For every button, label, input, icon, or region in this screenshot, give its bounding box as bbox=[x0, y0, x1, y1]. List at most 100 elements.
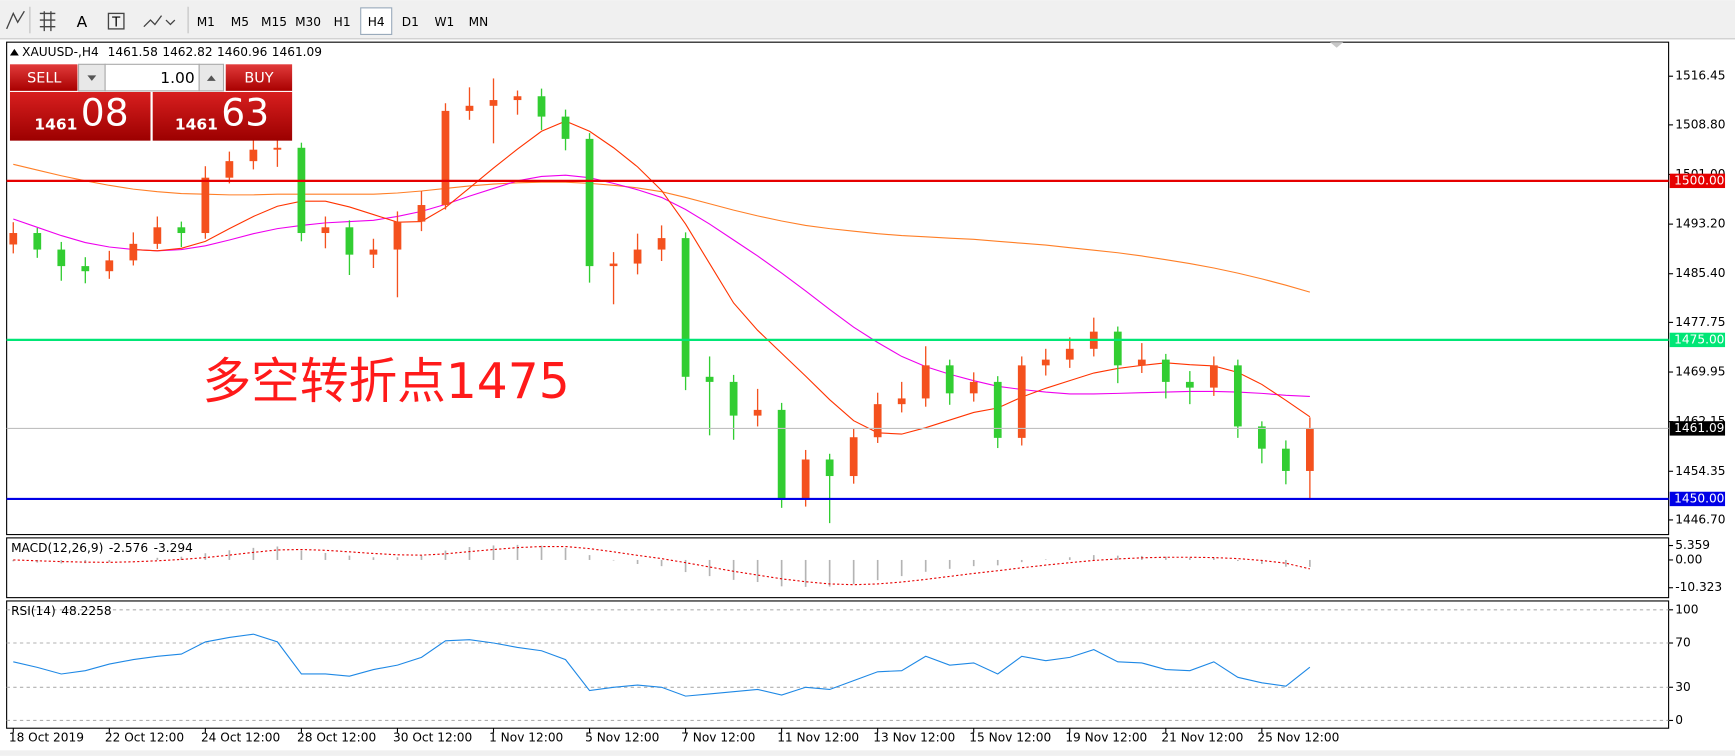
candle-body bbox=[1065, 348, 1074, 360]
timeframe-button[interactable]: D1 bbox=[402, 15, 419, 29]
candle-body bbox=[393, 221, 402, 250]
candle-body bbox=[297, 147, 306, 234]
candle-body bbox=[1161, 359, 1170, 382]
candle-body bbox=[33, 233, 42, 250]
y-tick-label: 5.359 bbox=[1675, 538, 1710, 552]
candle-body bbox=[777, 409, 786, 499]
candle-body bbox=[1017, 365, 1026, 438]
timeframe-button[interactable]: H1 bbox=[334, 15, 351, 29]
lot-down-arrow bbox=[87, 75, 97, 81]
candle-body bbox=[321, 227, 330, 234]
x-tick-label: 22 Oct 12:00 bbox=[105, 731, 184, 745]
candle-body bbox=[1281, 448, 1290, 471]
candle-body bbox=[1041, 359, 1050, 366]
timeframe-active bbox=[360, 7, 393, 35]
candle-body bbox=[441, 110, 450, 206]
candle-body bbox=[9, 233, 18, 245]
y-tick-label: 1493.20 bbox=[1675, 217, 1725, 231]
toolbar bbox=[0, 0, 1735, 39]
trade-panel: SELL 1.00 BUY 1461 08 1461 63 bbox=[9, 63, 293, 141]
macd-value: -2.576 bbox=[109, 540, 148, 554]
text-label-icon bbox=[107, 12, 125, 30]
x-tick-label: 30 Oct 12:00 bbox=[393, 731, 472, 745]
candle-body bbox=[489, 100, 498, 106]
candle-body bbox=[1233, 365, 1242, 427]
candle-body bbox=[1185, 381, 1194, 388]
bid-pips[interactable]: 08 bbox=[81, 91, 129, 135]
x-tick-label: 18 Oct 2019 bbox=[9, 731, 84, 745]
macd-name: MACD(12,26,9) bbox=[11, 540, 103, 554]
candle-body bbox=[657, 238, 666, 250]
candle-body bbox=[1209, 365, 1218, 388]
candle-body bbox=[273, 147, 282, 150]
x-tick-label: 28 Oct 12:00 bbox=[297, 731, 376, 745]
candle-body bbox=[1306, 428, 1314, 471]
candle-body bbox=[1137, 359, 1146, 366]
timeframe-button[interactable]: M5 bbox=[231, 15, 249, 29]
lot-value[interactable]: 1.00 bbox=[160, 69, 194, 87]
bid-box[interactable] bbox=[9, 91, 151, 141]
toolbar-icons bbox=[6, 6, 189, 34]
candle-body bbox=[849, 437, 858, 477]
candle-body bbox=[801, 459, 810, 499]
tab-strip bbox=[0, 750, 1735, 756]
x-tick-label: 5 Nov 12:00 bbox=[585, 731, 659, 745]
level-label-bg bbox=[1669, 332, 1726, 348]
sell-button[interactable] bbox=[9, 64, 78, 91]
text-label-tool[interactable]: T bbox=[111, 15, 121, 30]
lot-up-arrow bbox=[206, 75, 216, 81]
x-tick-label: 25 Nov 12:00 bbox=[1257, 731, 1339, 745]
symbol: XAUUSD-,H4 bbox=[22, 45, 99, 59]
candle-body bbox=[681, 238, 690, 377]
lot-input[interactable] bbox=[104, 63, 200, 92]
close-readout: 1461.09 bbox=[272, 45, 322, 59]
bid-figure[interactable]: 1461 bbox=[34, 116, 77, 134]
rsi-value: 48.2258 bbox=[61, 603, 111, 617]
timeframe-button[interactable]: M1 bbox=[197, 15, 215, 29]
timeframe-button[interactable]: H4 bbox=[368, 15, 385, 29]
candle-body bbox=[705, 376, 714, 382]
rsi-name: RSI(14) bbox=[11, 603, 56, 617]
text-tool[interactable]: A bbox=[77, 13, 88, 31]
candle-body bbox=[129, 243, 138, 261]
candle-body bbox=[969, 381, 978, 394]
x-tick-label: 1 Nov 12:00 bbox=[489, 731, 563, 745]
chart-window bbox=[0, 39, 1735, 756]
x-tick-label: 24 Oct 12:00 bbox=[201, 731, 280, 745]
buy-label[interactable]: BUY bbox=[244, 71, 273, 87]
timeframe-button[interactable]: MN bbox=[469, 15, 489, 29]
y-tick-label: 0 bbox=[1675, 713, 1683, 727]
y-tick-label: 0.00 bbox=[1675, 552, 1702, 566]
collapse-triangle bbox=[9, 48, 19, 56]
y-tick-label: 1446.70 bbox=[1675, 512, 1725, 526]
x-tick-label: 21 Nov 12:00 bbox=[1161, 731, 1243, 745]
x-tick-label: 7 Nov 12:00 bbox=[681, 731, 755, 745]
candle-body bbox=[249, 149, 258, 162]
shift-marker bbox=[1330, 42, 1344, 48]
y-tick-label: 30 bbox=[1675, 680, 1690, 694]
rsi-line bbox=[13, 633, 1311, 697]
ask-box[interactable] bbox=[152, 91, 293, 141]
candle-body bbox=[897, 398, 906, 405]
timeframe-button[interactable]: M30 bbox=[295, 15, 321, 29]
buy-button[interactable] bbox=[225, 64, 293, 91]
level-label: 1450.00 bbox=[1674, 491, 1724, 505]
level-label: 1500.00 bbox=[1674, 173, 1724, 187]
timeframe-button[interactable]: W1 bbox=[434, 15, 454, 29]
ask-figure[interactable]: 1461 bbox=[175, 116, 218, 134]
candle-body bbox=[729, 381, 738, 416]
timeframe-button[interactable]: M15 bbox=[261, 15, 287, 29]
price-panel bbox=[6, 41, 1670, 536]
high-readout: 1462.82 bbox=[162, 45, 212, 59]
chart-icon bbox=[6, 10, 25, 30]
ask-pips[interactable]: 63 bbox=[221, 91, 269, 135]
candle-body bbox=[465, 105, 474, 111]
chart-header: XAUUSD-,H4 1461.58 1462.82 1460.96 1461.09 bbox=[22, 45, 322, 59]
sell-label[interactable]: SELL bbox=[27, 71, 61, 87]
moving-average bbox=[133, 120, 1311, 435]
y-tick-label: 1516.45 bbox=[1675, 69, 1725, 83]
y-tick-label: 1469.95 bbox=[1675, 365, 1725, 379]
y-tick-label: 70 bbox=[1675, 636, 1690, 650]
candle-body bbox=[873, 404, 882, 438]
